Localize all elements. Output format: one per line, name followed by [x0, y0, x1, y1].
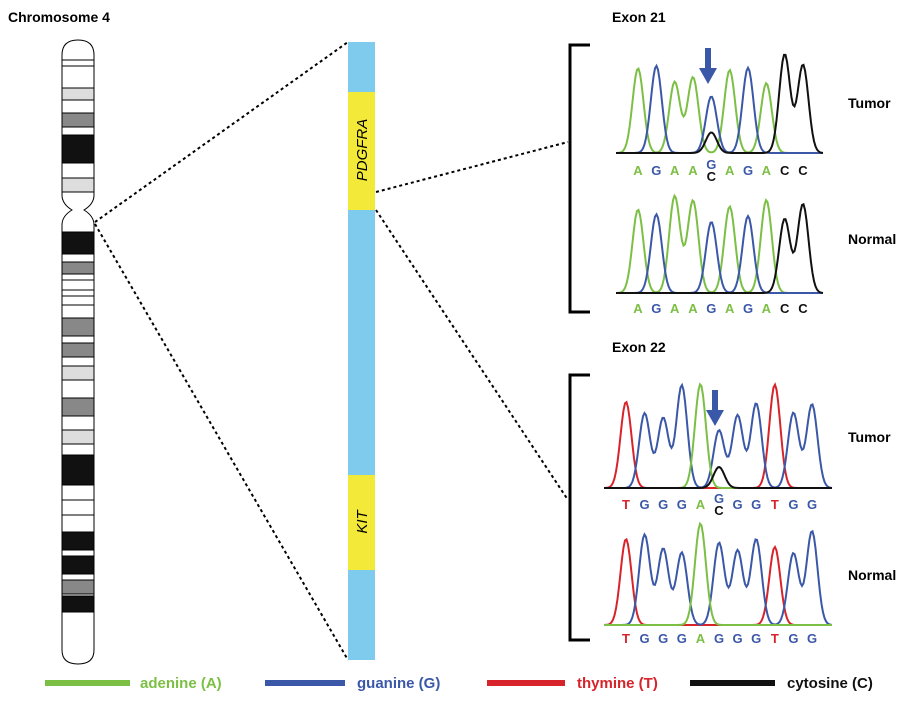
mutation-arrow: [699, 48, 724, 426]
row-label: Normal: [848, 567, 896, 583]
base-letter: G: [751, 631, 761, 646]
base-letter: G: [743, 301, 753, 316]
gene-label: KIT: [354, 508, 371, 533]
base-letter: G: [658, 497, 668, 512]
gene-label: PDGFRA: [354, 119, 371, 182]
base-letter: G: [677, 631, 687, 646]
base-letter: T: [622, 631, 630, 646]
trace: [604, 521, 832, 626]
base-letter: G: [658, 631, 668, 646]
base-letter: A: [696, 497, 706, 512]
row-label: Normal: [848, 231, 896, 247]
base-letter: G: [651, 301, 661, 316]
base-letter: G: [651, 163, 661, 178]
legend-label: thymine (T): [577, 675, 658, 692]
base-letter: G: [706, 301, 716, 316]
legend-label: adenine (A): [140, 675, 222, 692]
base-letter: G: [743, 163, 753, 178]
base-letter: C: [798, 163, 808, 178]
base-letter: G: [640, 497, 650, 512]
base-letter: A: [725, 301, 735, 316]
trace: [616, 63, 823, 154]
base-letter: C: [780, 301, 790, 316]
trace: [604, 466, 832, 489]
base-letter: G: [714, 491, 724, 506]
row-label: Tumor: [848, 95, 891, 111]
legend-label: guanine (G): [357, 675, 440, 692]
gene-bar: [348, 42, 375, 660]
base-letter: G: [788, 631, 798, 646]
panel-title: Exon 22: [612, 339, 666, 355]
base-letter: A: [725, 163, 735, 178]
base-letter: A: [762, 301, 772, 316]
trace: [604, 382, 833, 489]
base-letter: T: [771, 631, 779, 646]
base-letter: C: [780, 163, 790, 178]
panel-title: Exon 21: [612, 9, 666, 25]
base-letter: C: [798, 301, 808, 316]
base-letter: G: [807, 631, 817, 646]
base-letter: A: [670, 163, 680, 178]
connector-lines: [94, 41, 569, 661]
trace: [616, 53, 824, 154]
row-label: Tumor: [848, 429, 891, 445]
base-letter: A: [688, 301, 698, 316]
base-letter: G: [677, 497, 687, 512]
base-letter: G: [788, 497, 798, 512]
base-letter: C: [714, 503, 724, 518]
base-letter: G: [640, 631, 650, 646]
base-letter: A: [696, 631, 706, 646]
trace: [604, 529, 833, 626]
base-letter: T: [771, 497, 779, 512]
trace: [616, 202, 824, 294]
bracket: [568, 373, 590, 642]
chromosome-ideogram: [61, 39, 95, 665]
chromosome-label: Chromosome 4: [8, 9, 110, 25]
base-letter: A: [633, 163, 643, 178]
base-letter: A: [688, 163, 698, 178]
base-letter: G: [733, 631, 743, 646]
trace: [616, 212, 823, 294]
base-letter: G: [714, 631, 724, 646]
legend-label: cytosine (C): [787, 675, 873, 692]
base-letter: G: [751, 497, 761, 512]
bracket: [568, 43, 590, 314]
base-letter: T: [622, 497, 630, 512]
trace: [615, 67, 823, 154]
base-letter: A: [633, 301, 643, 316]
base-letter: A: [670, 301, 680, 316]
base-letter: G: [807, 497, 817, 512]
base-letter: G: [706, 157, 716, 172]
base-letter: C: [707, 169, 717, 184]
base-letter: G: [733, 497, 743, 512]
base-letter: A: [762, 163, 772, 178]
